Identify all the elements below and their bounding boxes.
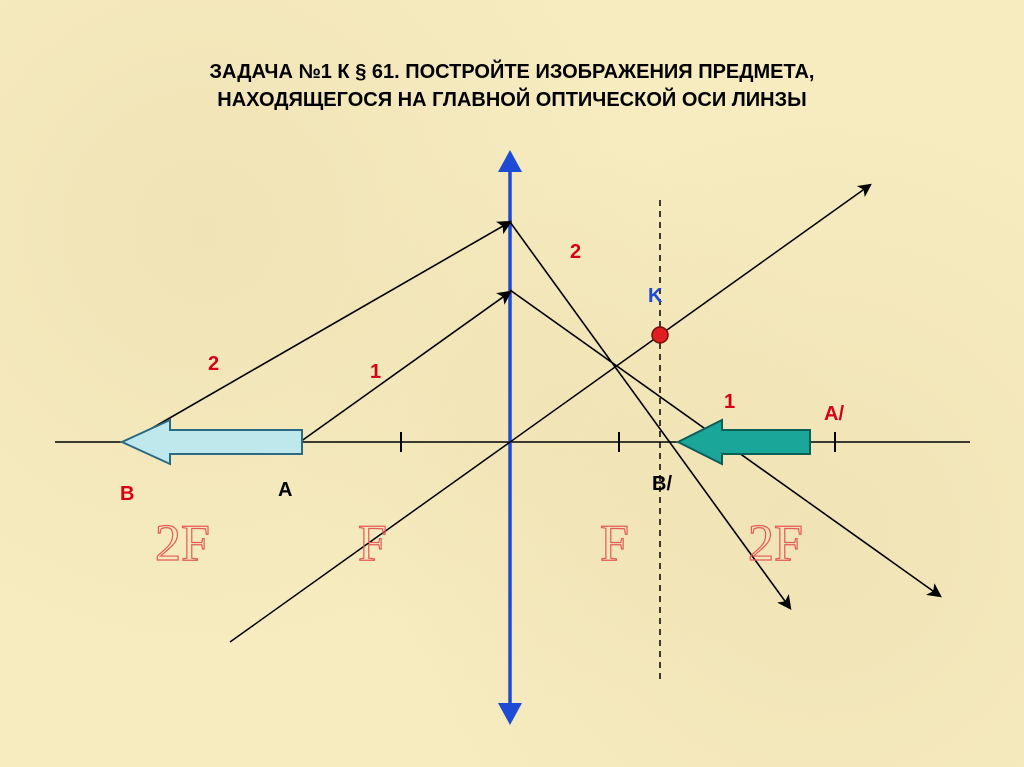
label-A-prime: A/: [824, 403, 844, 425]
lens-axis: [498, 150, 522, 725]
optics-diagram: 2 1 2 K 1 A/ B/ A B 2F F F 2F: [0, 0, 1024, 767]
label-K: K: [648, 285, 663, 307]
label-F-left: F: [358, 515, 387, 572]
label-2F-right: 2F: [748, 515, 803, 572]
object-arrow: [122, 420, 302, 464]
ray2-out: [510, 222, 742, 542]
ray1-in: [300, 292, 510, 442]
point-K: [652, 327, 668, 343]
label-2-left: 2: [208, 353, 219, 375]
label-2F-left: 2F: [155, 515, 210, 572]
label-A: A: [278, 479, 292, 501]
aux-through-center: [230, 185, 870, 642]
page-root: ЗАДАЧА №1 К § 61. ПОСТРОЙТЕ ИЗОБРАЖЕНИЯ …: [0, 0, 1024, 767]
label-2-top: 2: [570, 241, 581, 263]
label-1-left: 1: [370, 361, 381, 383]
label-F-right: F: [600, 515, 629, 572]
ray1-out-ext: [808, 502, 940, 596]
label-1-right: 1: [724, 391, 735, 413]
label-B: B: [120, 483, 134, 505]
label-B-prime: B/: [652, 473, 672, 495]
ray1-out: [510, 290, 808, 502]
